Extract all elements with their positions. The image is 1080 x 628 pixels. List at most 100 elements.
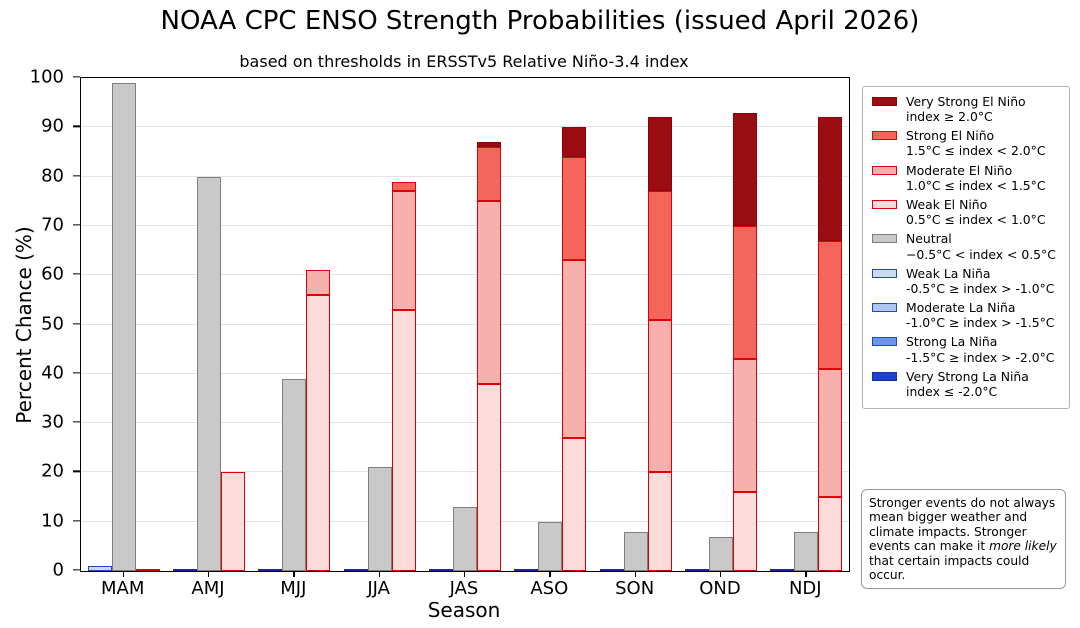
legend-swatch <box>872 200 897 210</box>
legend-entry-threshold: -1.0°C ≥ index > -1.5°C <box>906 315 1055 331</box>
y-tick-label: 30 <box>41 411 64 433</box>
bar-stack-la_nina-ond <box>684 78 709 571</box>
bar-segment <box>623 531 648 571</box>
y-tick-mark <box>73 470 80 473</box>
bar-stack-neutral-ndj <box>794 78 819 571</box>
y-tick-label: 100 <box>29 66 64 88</box>
bar-stack-la_nina-mam <box>87 78 112 571</box>
bar-stack-el_nino-aso <box>562 78 587 571</box>
legend-entry-threshold: 1.0°C ≤ index < 1.5°C <box>906 177 1046 193</box>
plot-area <box>80 77 850 572</box>
x-tick-cell: JAS <box>421 570 506 600</box>
bar-stack-neutral-son <box>623 78 648 571</box>
x-tick-mark <box>207 571 210 577</box>
x-tick-label: JJA <box>367 578 390 599</box>
bar-stack-neutral-ond <box>708 78 733 571</box>
note-text-italic: more likely <box>989 539 1057 554</box>
x-tick-cell: MJJ <box>251 570 336 600</box>
note-box: Stronger events do not always mean bigge… <box>861 489 1066 590</box>
gridline <box>81 175 849 177</box>
bar-segment <box>818 497 843 571</box>
bar-segment <box>476 142 501 148</box>
y-tick-mark <box>73 273 80 275</box>
bar-segment <box>732 492 757 571</box>
bar-group-jas <box>422 78 507 571</box>
bar-segment <box>794 531 819 571</box>
bar-segment <box>647 191 672 320</box>
bar-segment <box>476 147 501 202</box>
bar-segment <box>87 566 112 571</box>
bar-segment <box>476 383 501 571</box>
zero-bar-sliver <box>599 568 624 571</box>
bar-stack-la_nina-jja <box>343 78 368 571</box>
gridline <box>81 126 849 128</box>
x-tick-label: JAS <box>449 578 479 599</box>
gridline <box>81 274 849 276</box>
bar-stack-neutral-mjj <box>282 78 307 571</box>
x-tick-cell: MAM <box>80 570 165 600</box>
legend-entry-name: Strong La Niña <box>906 334 998 350</box>
bar-stack-el_nino-ndj <box>818 78 843 571</box>
y-tick-mark <box>73 421 80 423</box>
legend-entry-name: Moderate La Niña <box>906 300 1016 316</box>
y-tick-mark <box>73 76 80 78</box>
x-tick-cell: SON <box>592 570 677 600</box>
y-tick-label: 60 <box>41 263 64 285</box>
gridline <box>81 422 849 424</box>
legend-entry: Neutral −0.5°C < index < 0.5°C <box>872 231 1061 262</box>
legend-entry-threshold: −0.5°C < index < 0.5°C <box>906 246 1056 262</box>
bar-segment <box>562 156 587 261</box>
bar-segment <box>562 127 587 157</box>
x-tick-mark <box>805 571 807 577</box>
bar-stack-la_nina-son <box>599 78 624 571</box>
legend-entry-name: Very Strong El Niño <box>906 94 1026 109</box>
y-tick-mark <box>73 224 80 226</box>
bar-group-ndj <box>764 78 849 571</box>
x-tick-mark <box>634 571 636 577</box>
bar-segment <box>282 378 307 571</box>
bar-stack-la_nina-ndj <box>770 78 795 571</box>
bar-segment <box>391 191 416 310</box>
y-tick-mark <box>73 520 80 522</box>
bar-segment <box>818 368 843 498</box>
bar-stack-el_nino-amj <box>220 78 245 571</box>
x-tick-label: ASO <box>530 578 569 599</box>
y-tick-label: 0 <box>52 559 64 581</box>
legend-entry: Strong La Niña -1.5°C ≥ index > -2.0°C <box>872 334 1061 365</box>
zero-bar-sliver <box>135 568 160 571</box>
x-tick-mark <box>463 571 466 577</box>
x-axis-ticks: MAM AMJ MJJ JJA JAS ASO SON OND NDJ <box>80 570 848 600</box>
x-tick-cell: ASO <box>507 570 592 600</box>
x-tick-label: MAM <box>100 578 145 599</box>
y-tick-label: 50 <box>41 313 64 334</box>
x-tick-mark <box>549 571 551 577</box>
legend-entry: Very Strong La Niña index ≤ -2.0°C <box>872 369 1061 399</box>
x-tick-label: NDJ <box>788 578 822 599</box>
legend-entry-threshold: -1.5°C ≥ index > -2.0°C <box>906 349 1055 365</box>
bar-segment <box>306 294 331 571</box>
bar-segment <box>647 319 672 473</box>
bar-segment <box>196 176 221 571</box>
bar-segment <box>111 82 136 571</box>
zero-bar-sliver <box>258 568 283 571</box>
bar-segment <box>562 437 587 571</box>
x-tick-label: SON <box>615 578 655 599</box>
legend-swatch <box>872 131 897 141</box>
note-text-pre: Stronger events do not always mean bigge… <box>869 496 1056 554</box>
y-tick-mark <box>73 372 80 374</box>
bar-segment <box>562 260 587 438</box>
y-tick-mark <box>73 174 80 177</box>
bar-stack-la_nina-mjj <box>258 78 283 571</box>
x-tick-cell: NDJ <box>763 570 848 600</box>
bar-group-jja <box>337 78 422 571</box>
bar-segment <box>732 112 757 226</box>
x-tick-cell: JJA <box>336 570 421 600</box>
y-tick-label: 40 <box>41 362 64 384</box>
y-tick-label: 80 <box>41 165 64 187</box>
bar-segment <box>220 472 245 571</box>
legend-entry: Weak El Niño 0.5°C ≤ index < 1.0°C <box>872 197 1061 227</box>
zero-bar-sliver <box>684 568 709 571</box>
bar-segment <box>708 536 733 571</box>
x-tick-label: MJJ <box>280 578 307 599</box>
